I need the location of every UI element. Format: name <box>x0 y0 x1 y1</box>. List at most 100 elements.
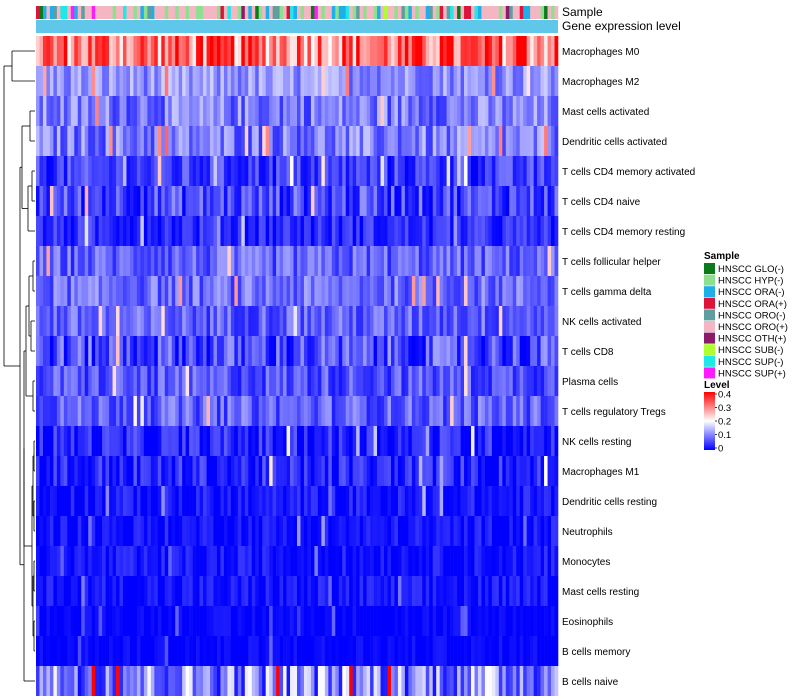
heatmap-cell <box>199 546 204 576</box>
heatmap-cell <box>230 306 235 336</box>
heatmap-cell <box>36 516 40 546</box>
heatmap-cell <box>380 576 385 606</box>
heatmap-cell <box>443 126 447 156</box>
heatmap-cell <box>310 576 315 606</box>
heatmap-cell <box>345 426 350 456</box>
level-legend-title: Level <box>704 380 730 391</box>
heatmap-cell <box>321 336 326 366</box>
heatmap-cell <box>293 246 298 276</box>
heatmap-cell <box>439 516 444 546</box>
heatmap-cell <box>84 366 89 396</box>
heatmap-cell <box>356 456 360 486</box>
heatmap-cell <box>234 336 239 366</box>
heatmap-cell <box>370 336 374 366</box>
heatmap-cell <box>349 606 353 636</box>
heatmap-cell <box>474 276 479 306</box>
heatmap-cell <box>432 666 437 696</box>
heatmap-cell <box>98 276 103 306</box>
heatmap-cell <box>415 486 420 516</box>
heatmap-cell <box>161 366 166 396</box>
heatmap-cell <box>185 216 190 246</box>
heatmap-cell <box>136 186 141 216</box>
heatmap-cell <box>84 516 89 546</box>
heatmap-cell <box>258 396 263 426</box>
sample-legend-label: HNSCC SUP(+) <box>718 368 786 379</box>
heatmap-cell <box>244 606 249 636</box>
heatmap-cell <box>335 366 340 396</box>
heatmap-cell <box>244 126 249 156</box>
heatmap-cell <box>547 96 552 126</box>
heatmap-cell <box>123 426 127 456</box>
heatmap-cell <box>390 606 395 636</box>
heatmap-cell <box>290 336 294 366</box>
heatmap-cell <box>331 66 336 96</box>
heatmap-cell <box>98 486 103 516</box>
heatmap-cell <box>98 216 103 246</box>
heatmap-cell <box>460 66 465 96</box>
heatmap-cell <box>397 366 402 396</box>
heatmap-cell <box>56 366 61 396</box>
heatmap-cell <box>380 276 385 306</box>
heatmap-cell <box>56 396 61 426</box>
heatmap-cell <box>384 636 388 666</box>
heatmap-cell <box>530 636 534 666</box>
heatmap-cell <box>53 486 58 516</box>
heatmap-cell <box>223 666 228 696</box>
heatmap-cell <box>530 546 534 576</box>
heatmap-cell <box>293 666 298 696</box>
sample-annotation-cell <box>171 6 176 19</box>
heatmap-cell <box>453 126 458 156</box>
heatmap-cell <box>56 606 61 636</box>
heatmap-cell <box>505 336 510 366</box>
heatmap-cell <box>491 636 496 666</box>
heatmap-cell <box>133 246 138 276</box>
heatmap-cell <box>467 546 472 576</box>
heatmap-cell <box>105 486 110 516</box>
heatmap-cell <box>88 456 92 486</box>
heatmap-cell <box>547 66 552 96</box>
heatmap-cell <box>377 246 381 276</box>
heatmap-cell <box>63 276 68 306</box>
heatmap-cell <box>297 156 301 186</box>
heatmap-cell <box>338 306 343 336</box>
heatmap-cell <box>283 666 287 696</box>
heatmap-cell <box>70 366 75 396</box>
heatmap-cell <box>300 396 305 426</box>
heatmap-cell <box>554 336 559 366</box>
heatmap-cell <box>248 576 253 606</box>
heatmap-cell <box>352 366 357 396</box>
heatmap-cell <box>530 516 534 546</box>
heatmap-cell <box>349 666 353 696</box>
heatmap-cell <box>133 636 138 666</box>
heatmap-cell <box>477 66 482 96</box>
heatmap-cell <box>349 546 353 576</box>
heatmap-cell <box>230 126 235 156</box>
heatmap-cell <box>471 486 475 516</box>
heatmap-cell <box>429 96 434 126</box>
heatmap-cell <box>143 126 148 156</box>
heatmap-cell <box>147 666 152 696</box>
heatmap-cell <box>244 36 249 66</box>
heatmap-cell <box>317 156 322 186</box>
heatmap-cell <box>467 426 472 456</box>
heatmap-cell <box>544 576 548 606</box>
heatmap-cell <box>446 66 451 96</box>
heatmap-cell <box>182 36 186 66</box>
heatmap-cell <box>112 96 117 126</box>
heatmap-cell <box>157 216 162 246</box>
heatmap-cell <box>63 546 68 576</box>
heatmap-cell <box>335 426 340 456</box>
heatmap-cell <box>147 246 152 276</box>
heatmap-cell <box>244 366 249 396</box>
heatmap-cell <box>67 576 72 606</box>
heatmap-cell <box>387 276 392 306</box>
heatmap-cell <box>49 96 54 126</box>
heatmap-cell <box>331 36 336 66</box>
heatmap-cell <box>370 186 374 216</box>
heatmap-cell <box>425 606 430 636</box>
sample-legend-swatch <box>704 332 715 344</box>
heatmap-cell <box>77 576 82 606</box>
row-label: T cells CD4 naive <box>562 197 641 208</box>
heatmap-cell <box>495 606 500 636</box>
heatmap-cell <box>495 426 500 456</box>
